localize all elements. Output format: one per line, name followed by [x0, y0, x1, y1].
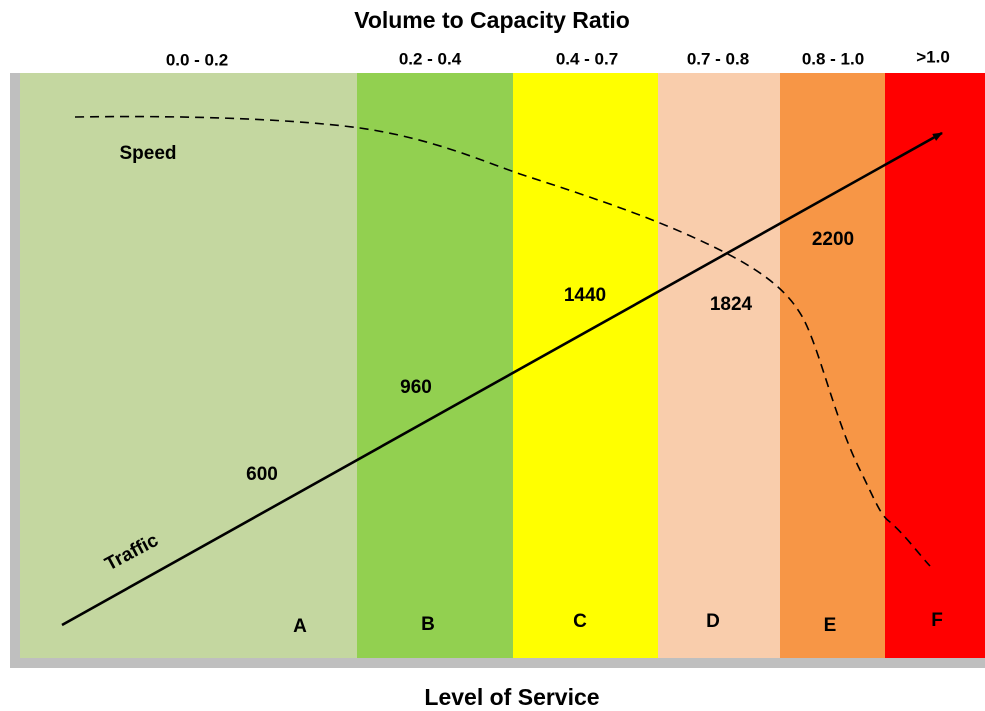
footer-label: Level of Service — [424, 684, 599, 710]
band-c — [513, 73, 658, 658]
ratio-label: >1.0 — [916, 47, 950, 66]
ratio-label: 0.4 - 0.7 — [556, 49, 618, 68]
los-letter: E — [824, 615, 837, 636]
ratio-label: 0.0 - 0.2 — [166, 50, 228, 69]
ratio-label: 0.8 - 1.0 — [802, 49, 864, 68]
band-e — [780, 73, 885, 658]
volume-label: 2200 — [812, 229, 854, 250]
los-letter: F — [931, 610, 943, 631]
diagram-title: Volume to Capacity Ratio — [354, 7, 630, 33]
band-f — [885, 73, 985, 658]
volume-label: 600 — [246, 464, 278, 485]
speed-curve — [74, 115, 931, 567]
bottom-axis — [10, 658, 985, 668]
los-letter: A — [293, 616, 307, 637]
volume-label: 960 — [400, 377, 432, 398]
band-b — [357, 73, 513, 658]
left-axis — [10, 73, 20, 668]
ratio-label: 0.7 - 0.8 — [687, 49, 749, 68]
los-letter: C — [573, 611, 587, 632]
traffic-line — [61, 131, 943, 627]
band-a — [20, 73, 357, 658]
speed-label: Speed — [119, 143, 176, 164]
los-letter: B — [421, 614, 435, 635]
band-d — [658, 73, 780, 658]
los-letter: D — [706, 611, 720, 632]
volume-label: 1440 — [564, 285, 606, 306]
ratio-label: 0.2 - 0.4 — [399, 49, 462, 68]
volume-label: 1824 — [710, 294, 753, 315]
